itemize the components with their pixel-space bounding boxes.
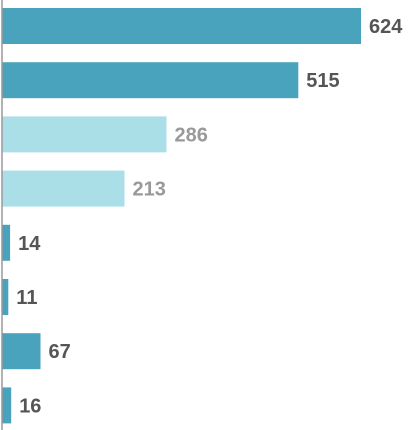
bar-4 [2, 170, 125, 207]
bar-2 [2, 62, 299, 99]
bar-1 [2, 8, 361, 44]
bar-3 [2, 116, 167, 153]
bar-value-label-7: 67 [49, 341, 71, 363]
bar-value-label-2: 515 [306, 70, 339, 92]
bar-value-label-5: 14 [18, 233, 41, 255]
bar-value-label-4: 213 [133, 179, 166, 201]
bar-value-label-6: 11 [16, 287, 37, 309]
bar-value-label-3: 286 [175, 124, 208, 146]
bar-value-label-1: 624 [369, 16, 403, 38]
bar-5 [2, 224, 11, 261]
bar-value-label-8: 16 [19, 395, 41, 417]
bar-7 [2, 333, 41, 370]
bar-6 [2, 279, 9, 315]
bar-8 [2, 387, 12, 424]
